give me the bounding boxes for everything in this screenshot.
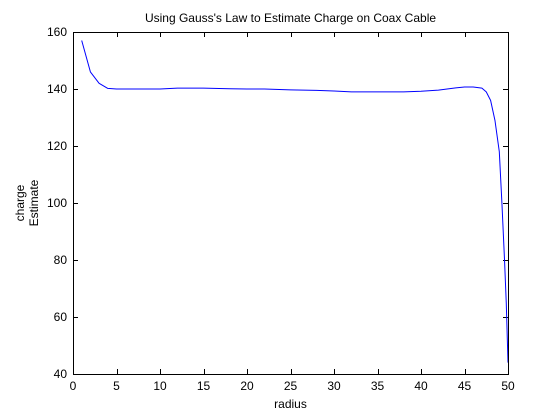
y-tick-label: 100 bbox=[47, 196, 67, 210]
series-layer bbox=[81, 40, 509, 363]
x-tick-label: 40 bbox=[414, 379, 428, 393]
y-tick-label: 80 bbox=[54, 253, 68, 267]
x-tick-label: 10 bbox=[153, 379, 167, 393]
x-tick-label: 0 bbox=[70, 379, 77, 393]
x-tick-label: 15 bbox=[197, 379, 211, 393]
series-line bbox=[81, 40, 509, 363]
x-tick-label: 25 bbox=[284, 379, 298, 393]
x-tick-label: 50 bbox=[501, 379, 515, 393]
y-tick-label: 40 bbox=[54, 367, 68, 381]
y-tick-label: 120 bbox=[47, 139, 67, 153]
x-tick-label: 5 bbox=[113, 379, 120, 393]
y-axis-label-line-2: Estimate bbox=[27, 179, 41, 226]
chart-title: Using Gauss's Law to Estimate Charge on … bbox=[145, 11, 436, 25]
y-tick-label: 140 bbox=[47, 82, 67, 96]
x-axis-label: radius bbox=[274, 397, 307, 411]
y-axis-label-line-1: charge bbox=[13, 184, 27, 221]
y-tick-label: 160 bbox=[47, 25, 67, 39]
x-tick-label: 30 bbox=[327, 379, 341, 393]
x-tick-label: 20 bbox=[240, 379, 254, 393]
axis-ticks: 0 5 10 15 20 25 30 35 40 45 50 40 60 80 100 120 140 160 bbox=[47, 25, 515, 393]
plot-frame bbox=[73, 32, 509, 375]
plot-area bbox=[73, 32, 508, 374]
y-tick-label: 60 bbox=[54, 310, 68, 324]
x-tick-label: 35 bbox=[371, 379, 385, 393]
y-axis-label: charge Estimate bbox=[13, 179, 41, 226]
x-tick-label: 45 bbox=[458, 379, 472, 393]
